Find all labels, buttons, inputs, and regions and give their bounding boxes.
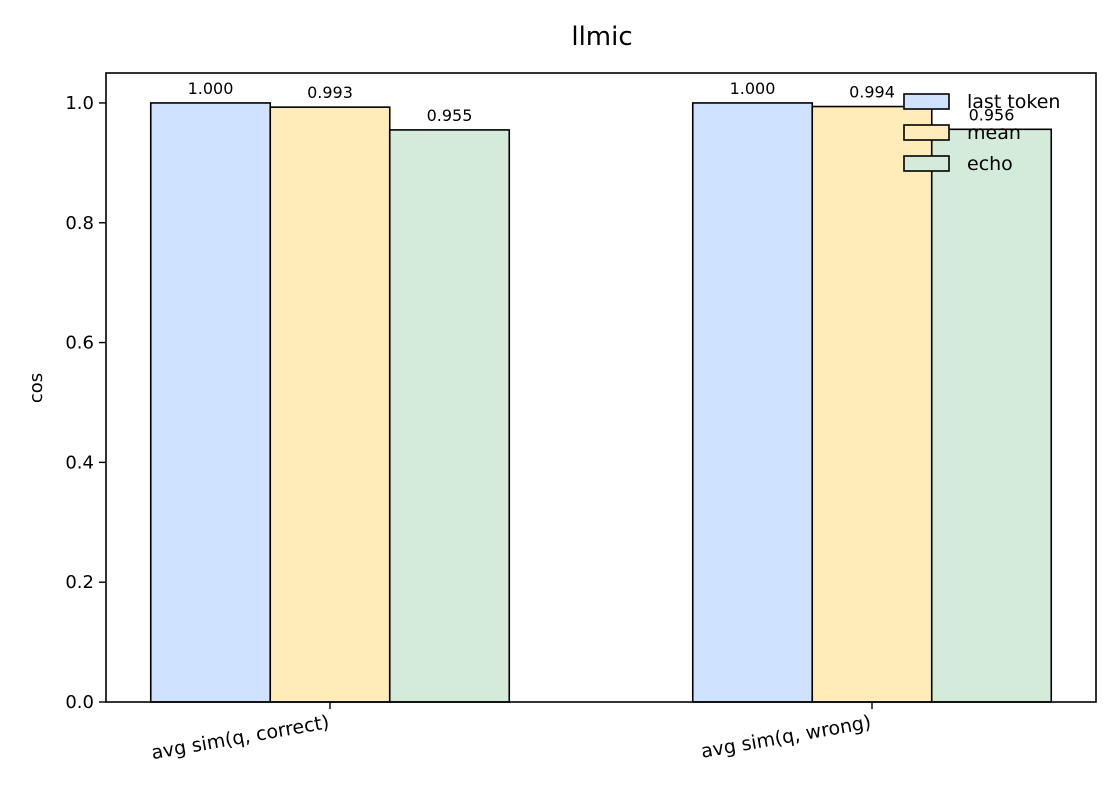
- chart-title: llmic: [571, 22, 632, 52]
- bar-mean-0: [269, 106, 391, 703]
- bar-value-label: 1.000: [730, 79, 776, 98]
- bar-last-token-0: [149, 102, 272, 703]
- legend-swatch-echo: [903, 155, 950, 172]
- bar-echo-1: [930, 128, 1053, 703]
- x-tick-label: avg sim(q, correct): [150, 711, 331, 764]
- legend-label-echo: echo: [967, 153, 1013, 175]
- bar-value-label: 1.000: [188, 79, 234, 98]
- legend-swatch-mean: [903, 124, 950, 141]
- bar-value-label: 0.993: [307, 83, 353, 102]
- legend: last token mean echo: [903, 91, 1060, 175]
- plot-frame: [105, 72, 1097, 703]
- y-tick-label: 0.2: [65, 572, 94, 593]
- bar-value-label: 0.994: [849, 83, 895, 102]
- y-tick-label: 1.0: [65, 93, 94, 114]
- legend-label-last-token: last token: [967, 91, 1060, 113]
- y-tick-label: 0.8: [65, 213, 94, 234]
- bar-value-label: 0.956: [969, 105, 1015, 124]
- x-tick-label: avg sim(q, wrong): [699, 711, 873, 763]
- bar-mean-1: [811, 105, 933, 703]
- bar-value-label: 0.955: [427, 106, 473, 125]
- y-tick-label: 0.4: [65, 452, 94, 473]
- bar-last-token-1: [691, 102, 814, 703]
- bar-echo-0: [388, 129, 511, 703]
- legend-label-mean: mean: [967, 122, 1021, 144]
- bars-layer: [149, 102, 1053, 703]
- y-axis-label: cos: [26, 373, 47, 403]
- bar-labels-layer: 1.000 1.000 0.993 0.994 0.955 0.956: [188, 79, 1015, 125]
- legend-swatch-last-token: [903, 93, 950, 110]
- y-tick-label: 0.6: [65, 333, 94, 354]
- y-tick-label: 0.0: [65, 692, 94, 713]
